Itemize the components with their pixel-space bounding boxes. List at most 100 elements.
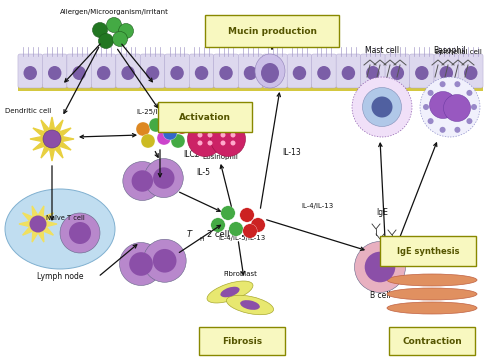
Text: IgE: IgE <box>376 208 388 217</box>
Text: IgE synthesis: IgE synthesis <box>397 247 459 256</box>
Ellipse shape <box>387 288 477 300</box>
Circle shape <box>466 90 472 96</box>
Circle shape <box>372 97 392 117</box>
Circle shape <box>132 170 153 192</box>
Circle shape <box>230 132 235 137</box>
Circle shape <box>430 92 456 118</box>
Circle shape <box>153 167 174 189</box>
Circle shape <box>157 131 171 145</box>
Ellipse shape <box>226 295 274 315</box>
Ellipse shape <box>387 302 477 314</box>
Text: Fibroblast: Fibroblast <box>223 271 257 277</box>
Text: Basophil: Basophil <box>434 46 466 55</box>
Text: Epithelial cell: Epithelial cell <box>435 49 482 55</box>
Text: T: T <box>187 230 192 239</box>
Circle shape <box>92 23 108 37</box>
Circle shape <box>454 81 460 87</box>
Circle shape <box>149 118 163 132</box>
FancyBboxPatch shape <box>92 54 116 88</box>
Circle shape <box>354 242 406 293</box>
Text: IL-13: IL-13 <box>282 148 301 157</box>
Circle shape <box>60 213 100 253</box>
Circle shape <box>43 130 61 148</box>
Circle shape <box>144 159 184 197</box>
Ellipse shape <box>387 274 477 286</box>
Ellipse shape <box>415 66 428 80</box>
FancyBboxPatch shape <box>238 54 263 88</box>
Ellipse shape <box>244 66 257 80</box>
Ellipse shape <box>48 66 62 80</box>
Circle shape <box>69 222 91 244</box>
FancyBboxPatch shape <box>116 54 140 88</box>
Ellipse shape <box>170 66 184 80</box>
FancyBboxPatch shape <box>389 327 475 355</box>
Circle shape <box>198 132 202 137</box>
Circle shape <box>136 122 150 136</box>
Ellipse shape <box>366 66 380 80</box>
FancyBboxPatch shape <box>336 54 360 88</box>
Circle shape <box>129 252 153 276</box>
Circle shape <box>428 90 434 96</box>
Circle shape <box>163 126 177 140</box>
FancyBboxPatch shape <box>199 327 285 355</box>
FancyBboxPatch shape <box>287 54 312 88</box>
Text: Allergen/Microorganism/Irritant: Allergen/Microorganism/Irritant <box>60 9 168 15</box>
Ellipse shape <box>261 63 279 83</box>
Polygon shape <box>19 206 57 242</box>
FancyBboxPatch shape <box>312 54 336 88</box>
FancyBboxPatch shape <box>262 54 287 88</box>
Ellipse shape <box>255 54 285 88</box>
FancyBboxPatch shape <box>140 54 165 88</box>
Circle shape <box>230 140 235 145</box>
Ellipse shape <box>146 66 160 80</box>
Ellipse shape <box>220 287 240 297</box>
Circle shape <box>141 134 155 148</box>
Circle shape <box>444 94 470 121</box>
Text: Naïve T cell: Naïve T cell <box>46 215 84 221</box>
Circle shape <box>175 120 189 134</box>
Ellipse shape <box>268 66 281 80</box>
FancyBboxPatch shape <box>165 54 190 88</box>
Ellipse shape <box>195 66 208 80</box>
Text: IL-25/IL-33/TSLP: IL-25/IL-33/TSLP <box>136 109 192 115</box>
Text: IL-4/IL-5/IL-13: IL-4/IL-5/IL-13 <box>218 235 266 241</box>
Ellipse shape <box>464 66 477 80</box>
Circle shape <box>171 134 185 148</box>
Text: Mucin production: Mucin production <box>228 27 316 36</box>
Ellipse shape <box>122 66 135 80</box>
Ellipse shape <box>317 66 330 80</box>
Ellipse shape <box>342 66 355 80</box>
Ellipse shape <box>220 66 233 80</box>
Text: Eosinophil: Eosinophil <box>202 154 238 160</box>
FancyBboxPatch shape <box>410 54 434 88</box>
Circle shape <box>210 121 246 157</box>
FancyBboxPatch shape <box>214 54 238 88</box>
Circle shape <box>221 206 235 220</box>
Circle shape <box>30 215 46 233</box>
Circle shape <box>120 242 162 285</box>
Ellipse shape <box>97 66 110 80</box>
Circle shape <box>143 239 186 282</box>
Circle shape <box>466 118 472 124</box>
Ellipse shape <box>440 66 453 80</box>
Circle shape <box>240 208 254 222</box>
Circle shape <box>428 118 434 124</box>
Circle shape <box>153 249 176 272</box>
Circle shape <box>123 162 162 200</box>
Circle shape <box>423 104 429 110</box>
Text: Activation: Activation <box>179 112 231 121</box>
Ellipse shape <box>292 66 306 80</box>
Ellipse shape <box>24 66 37 80</box>
Circle shape <box>440 127 446 133</box>
Circle shape <box>188 121 222 157</box>
Circle shape <box>106 18 122 33</box>
Circle shape <box>440 81 446 87</box>
FancyBboxPatch shape <box>42 54 67 88</box>
Text: Mast cell: Mast cell <box>365 46 399 55</box>
FancyBboxPatch shape <box>67 54 92 88</box>
Circle shape <box>362 88 402 126</box>
Circle shape <box>118 23 134 38</box>
FancyBboxPatch shape <box>190 54 214 88</box>
Ellipse shape <box>207 281 253 303</box>
Text: 2 cell: 2 cell <box>207 230 230 239</box>
